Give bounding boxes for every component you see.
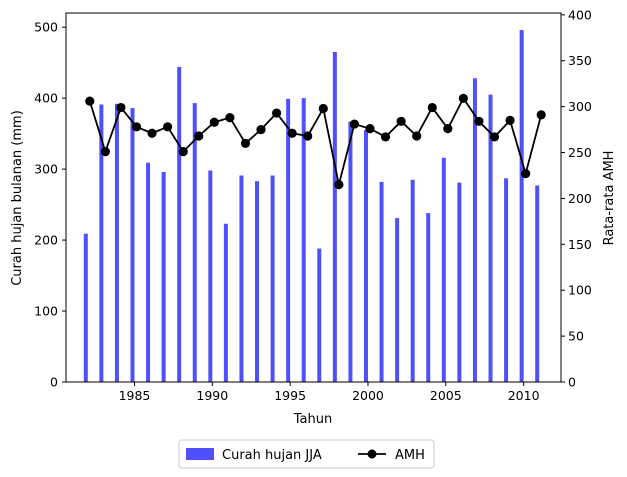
bar	[457, 182, 462, 382]
y-tick-label: 300	[34, 162, 58, 177]
amh-point	[287, 128, 297, 138]
bar	[161, 171, 166, 382]
legend-swatch-bar	[186, 448, 214, 460]
amh-point	[349, 119, 360, 129]
y-tick-label: 200	[34, 233, 58, 248]
amh-point	[147, 128, 157, 138]
amh-point	[271, 108, 282, 118]
amh-point	[412, 131, 422, 141]
amh-point	[225, 113, 235, 123]
amh-point	[505, 115, 515, 125]
x-tick-label: 2010	[508, 388, 540, 403]
bar	[270, 175, 275, 382]
amh-point	[209, 117, 219, 127]
bar	[410, 179, 415, 382]
amh-point	[100, 147, 110, 157]
legend-swatch-marker	[367, 449, 377, 459]
amh-point	[427, 102, 437, 113]
bar	[177, 66, 182, 382]
y2-axis-title: Rata-rata AMH	[602, 151, 617, 246]
amh-point	[489, 132, 500, 142]
legend-label-line: AMH	[395, 448, 425, 463]
y2-tick-label: 400	[568, 7, 592, 22]
bar	[426, 213, 431, 382]
bar	[114, 103, 119, 382]
amh-point	[536, 110, 546, 120]
amh-point	[256, 124, 266, 135]
amh-point	[116, 102, 126, 113]
bar	[255, 181, 260, 382]
bar	[239, 175, 244, 382]
bar	[363, 130, 368, 382]
bar	[504, 178, 509, 382]
bar	[223, 223, 228, 382]
amh-point	[318, 103, 328, 114]
amh-point	[334, 180, 344, 190]
amh-point	[85, 96, 95, 106]
bar	[519, 30, 524, 383]
amh-point	[303, 131, 313, 141]
amh-point	[178, 147, 188, 157]
y-tick-label: 0	[50, 375, 58, 390]
bars-layer	[83, 30, 540, 383]
bar	[208, 170, 213, 382]
amh-point	[194, 131, 204, 141]
legend: Curah hujan JJA AMH	[178, 439, 435, 469]
legend-frame	[178, 439, 435, 469]
legend-label-bar: Curah hujan JJA	[222, 448, 322, 463]
bar	[83, 233, 88, 382]
x-tick-label: 2000	[352, 388, 384, 403]
bar	[535, 185, 540, 382]
y2-tick-label: 100	[568, 283, 592, 298]
y2-tick-label: 200	[568, 191, 592, 206]
amh-point	[396, 116, 406, 126]
x-tick-label: 1985	[119, 388, 151, 403]
bar	[301, 98, 306, 383]
y2-tick-label: 350	[568, 53, 592, 68]
x-tick-label: 1990	[196, 388, 228, 403]
bar	[286, 98, 291, 382]
y2-tick-label: 150	[568, 237, 592, 252]
y-tick-label: 100	[34, 304, 58, 319]
bar	[99, 104, 104, 383]
amh-point	[240, 138, 251, 148]
bar	[441, 157, 446, 382]
y2-tick-label: 50	[568, 329, 584, 344]
plot-frame	[65, 12, 562, 383]
bar	[317, 248, 322, 382]
bar	[192, 103, 197, 382]
x-axis-title: Tahun	[293, 412, 332, 427]
bar	[488, 94, 493, 382]
amh-point	[443, 124, 453, 134]
amh-point	[521, 169, 531, 179]
amh-point	[163, 122, 173, 132]
bar	[332, 52, 337, 383]
x-tick-label: 1995	[274, 388, 306, 403]
amh-point	[380, 132, 391, 142]
axes-layer: 1985 1990 1995 2000 2005 20100100200300400500…	[34, 7, 592, 403]
y2-tick-label: 250	[568, 145, 592, 160]
y2-tick-label: 0	[568, 375, 576, 390]
bar	[395, 218, 400, 382]
bar	[348, 121, 353, 382]
amh-point	[365, 124, 375, 134]
x-tick-label: 2005	[430, 388, 462, 403]
y-tick-label: 400	[34, 91, 58, 106]
bar	[379, 181, 384, 382]
y-axis-title: Curah hujan bulanan (mm)	[10, 110, 25, 286]
line-layer	[85, 93, 546, 190]
amh-point	[131, 122, 142, 132]
amh-point	[474, 116, 484, 126]
y2-tick-label: 300	[568, 99, 592, 114]
amh-point	[458, 93, 468, 103]
bar	[472, 78, 477, 383]
bar	[146, 162, 151, 382]
bar	[130, 108, 135, 382]
y-tick-label: 500	[34, 20, 58, 35]
